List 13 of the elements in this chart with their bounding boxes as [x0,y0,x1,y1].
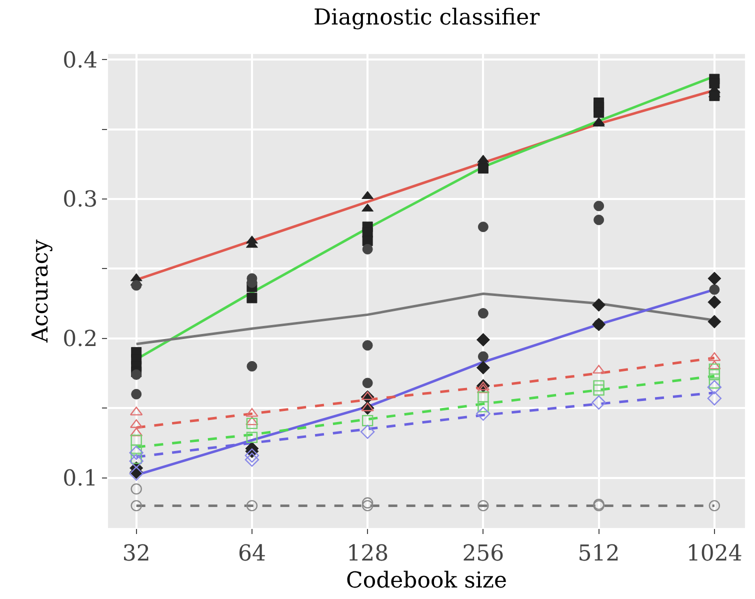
x-tick-label: 1024 [686,541,742,566]
y-tick-label: 0.1 [62,466,98,492]
x-tick-label: 64 [238,541,266,566]
y-tick-label: 0.4 [62,48,98,74]
y-axis-title: Accuracy [28,238,54,344]
x-tick-label: 128 [346,541,389,566]
x-tick-label: 512 [578,541,620,566]
chart-title: Diagnostic classifier [314,5,540,30]
y-tick-label: 0.2 [62,327,98,352]
x-tick-label: 256 [462,541,504,566]
y-tick-label: 0.3 [62,188,98,213]
x-axis-title: Codebook size [346,568,508,594]
x-tick-label: 32 [122,541,150,566]
